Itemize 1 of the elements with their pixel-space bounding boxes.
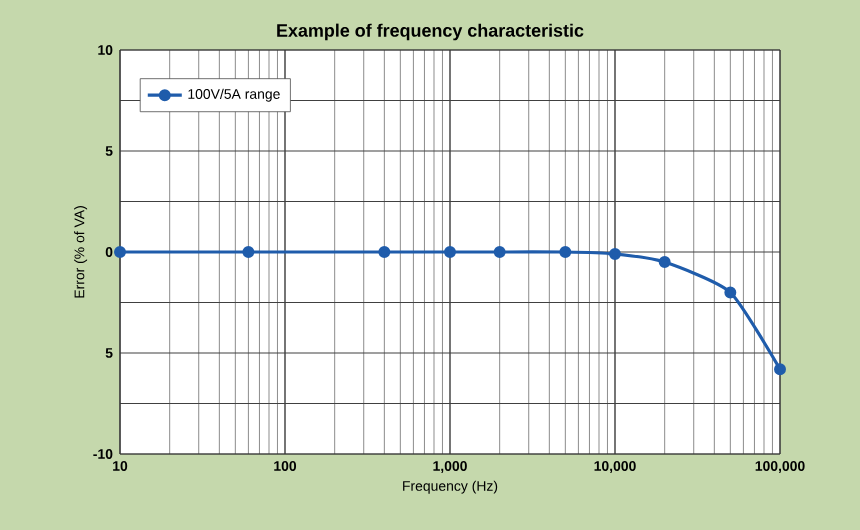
chart-title: Example of frequency characteristic — [277, 23, 584, 41]
